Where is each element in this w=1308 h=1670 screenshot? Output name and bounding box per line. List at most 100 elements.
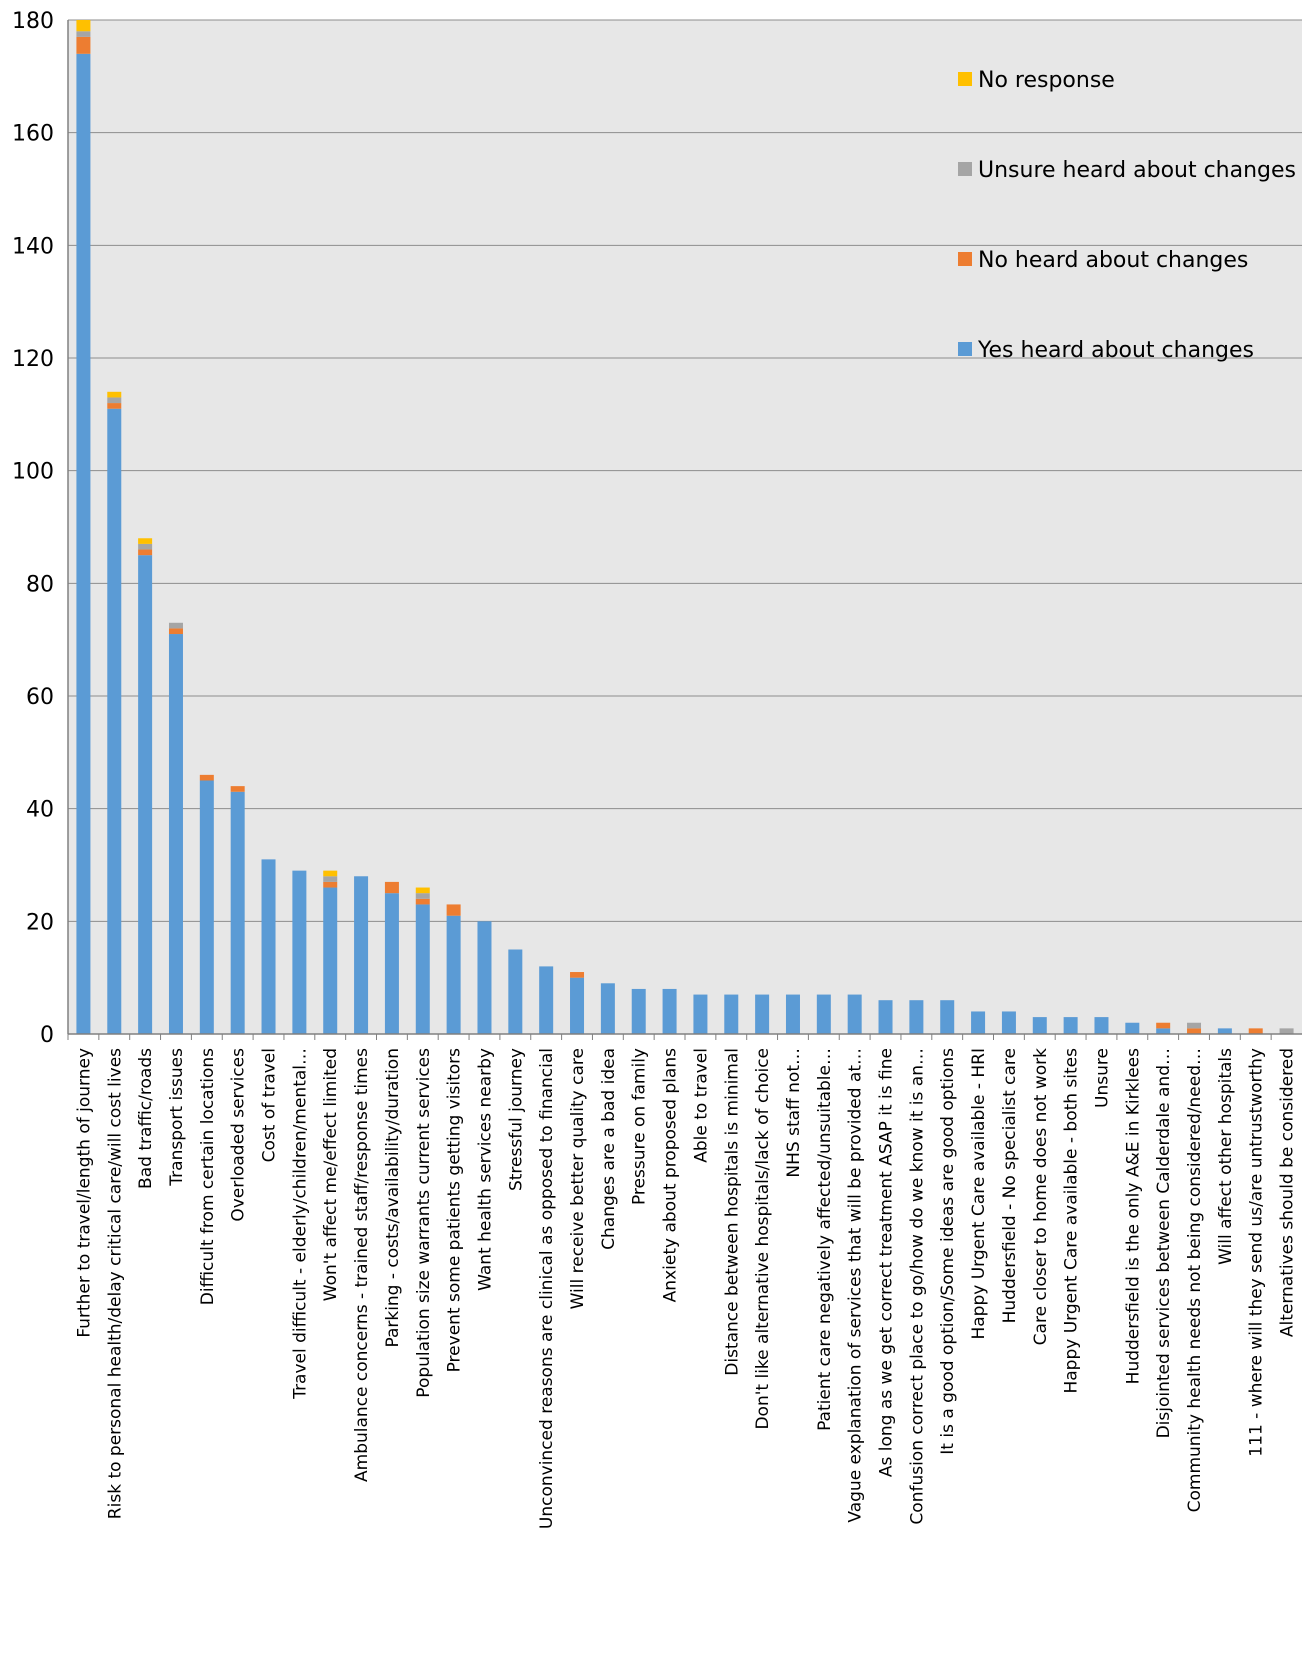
bar-segment-unsure-heard-about-changes [1279, 1028, 1294, 1034]
x-tick-label: As long as we get correct treatment ASAP… [877, 1048, 897, 1477]
bar-segment-no-heard-about-changes [1187, 1028, 1202, 1034]
x-tick-label: Parking - costs/availability/duration [383, 1048, 403, 1348]
bar-segment-yes-heard-about-changes [662, 988, 677, 1034]
bar-segment-no-heard-about-changes [446, 904, 461, 916]
bar-segment-yes-heard-about-changes [631, 988, 646, 1034]
bar-segment-yes-heard-about-changes [168, 634, 183, 1034]
legend: No response Unsure heard about changes No … [958, 68, 1296, 363]
x-tick-label: Ambulance concerns - trained staff/respo… [352, 1048, 372, 1482]
x-tick-label: Able to travel [691, 1048, 711, 1163]
axes [67, 20, 1302, 1040]
x-tick-label: Huddersfield - No specialist care [1000, 1048, 1020, 1323]
legend-swatch [958, 162, 972, 176]
bar-segment-no-heard-about-changes [76, 36, 91, 54]
y-tick-label: 180 [12, 9, 54, 34]
bar-segment-yes-heard-about-changes [785, 994, 800, 1034]
bar-segment-no-response [323, 870, 338, 877]
legend-label: Yes heard about changes [977, 338, 1254, 363]
bar-segment-unsure-heard-about-changes [138, 543, 153, 550]
x-tick-label: Won't affect me/effect limited [321, 1048, 341, 1301]
bar-segment-unsure-heard-about-changes [76, 31, 91, 37]
bar-segment-no-heard-about-changes [107, 403, 122, 409]
x-tick-label: Further to travel/length of journey [74, 1048, 94, 1338]
bar-segment-no-heard-about-changes [138, 549, 153, 556]
bar-segment-yes-heard-about-changes [1094, 1017, 1109, 1034]
bar-segment-yes-heard-about-changes [230, 791, 245, 1034]
bar-segment-no-response [107, 391, 122, 398]
bar-segment-unsure-heard-about-changes [168, 622, 183, 629]
bar-segment-no-response [138, 538, 153, 544]
bar-segment-no-response [415, 887, 430, 894]
x-tick-label: Changes are a bad idea [599, 1048, 619, 1250]
bar-segment-yes-heard-about-changes [415, 904, 430, 1034]
bar-segment-yes-heard-about-changes [1001, 1011, 1016, 1034]
bar-segment-yes-heard-about-changes [971, 1011, 986, 1034]
x-tick-label: Bad traffic/roads [136, 1048, 156, 1189]
bar-segment-yes-heard-about-changes [878, 1000, 893, 1034]
x-tick-label: Don't like alternative hospitals/lack of… [753, 1048, 773, 1430]
y-tick-label: 40 [26, 798, 54, 823]
bar-segment-unsure-heard-about-changes [1187, 1022, 1202, 1029]
bar-segment-yes-heard-about-changes [138, 555, 153, 1034]
bar-segment-no-heard-about-changes [230, 786, 245, 792]
x-tick-label: Distance between hospitals is minimal [722, 1048, 742, 1376]
x-tick-label: Pressure on family [630, 1048, 650, 1205]
bar-segment-yes-heard-about-changes [539, 966, 554, 1034]
bars [76, 20, 1294, 1035]
bar-segment-yes-heard-about-changes [384, 893, 399, 1034]
legend-swatch [958, 252, 972, 266]
bar-segment-yes-heard-about-changes [261, 859, 276, 1034]
bar-segment-yes-heard-about-changes [693, 994, 708, 1034]
x-tick-label: Disjointed services between Calderdale a… [1154, 1048, 1174, 1438]
x-tick-label: Happy Urgent Care available - both sites [1062, 1048, 1082, 1394]
x-tick-label: Unsure [1092, 1048, 1112, 1108]
x-tick-label: Risk to personal health/delay critical c… [105, 1048, 125, 1519]
x-tick-label: Huddersfield is the only A&E in Kirklees [1123, 1048, 1143, 1384]
bar-segment-yes-heard-about-changes [1156, 1028, 1171, 1034]
y-tick-label: 100 [12, 460, 54, 485]
bar-segment-yes-heard-about-changes [724, 994, 739, 1034]
bar-segment-no-heard-about-changes [323, 881, 338, 888]
x-tick-label: Stressful journey [506, 1048, 526, 1191]
bar-segment-yes-heard-about-changes [323, 887, 338, 1034]
x-tick-label: Difficult from certain locations [198, 1048, 218, 1305]
bar-segment-yes-heard-about-changes [1063, 1017, 1078, 1034]
bar-segment-yes-heard-about-changes [477, 921, 492, 1034]
y-tick-label: 60 [26, 685, 54, 710]
bar-segment-no-heard-about-changes [199, 774, 214, 781]
legend-label: No heard about changes [978, 248, 1248, 273]
y-axis-tick-labels: 0 20 40 60 80 100 120 140 160 180 [12, 9, 54, 1048]
bar-segment-no-heard-about-changes [415, 898, 430, 905]
legend-label: No response [978, 68, 1115, 93]
legend-swatch [958, 342, 972, 356]
bar-segment-no-response [76, 20, 91, 32]
bar-segment-unsure-heard-about-changes [107, 397, 122, 404]
bar-segment-yes-heard-about-changes [446, 915, 461, 1034]
x-tick-label: Will affect other hospitals [1216, 1048, 1236, 1265]
x-tick-label: Will receive better quality care [568, 1048, 588, 1309]
x-tick-label: Care closer to home does not work [1031, 1048, 1051, 1345]
bar-segment-no-heard-about-changes [168, 628, 183, 635]
x-tick-label: NHS staff not… [784, 1048, 804, 1178]
bar-segment-yes-heard-about-changes [107, 408, 122, 1034]
bar-segment-unsure-heard-about-changes [415, 893, 430, 899]
y-tick-label: 140 [12, 234, 54, 259]
x-tick-label: Prevent some patients getting visitors [445, 1048, 465, 1373]
y-tick-label: 160 [12, 122, 54, 147]
x-tick-label: It is a good option/Some ideas are good … [938, 1048, 958, 1455]
bar-segment-yes-heard-about-changes [940, 1000, 955, 1034]
bar-segment-yes-heard-about-changes [354, 876, 369, 1034]
x-tick-label: Unconvinced reasons are clinical as oppo… [537, 1048, 557, 1529]
x-tick-label: Population size warrants current service… [414, 1048, 434, 1398]
bar-segment-yes-heard-about-changes [1217, 1028, 1232, 1034]
bar-segment-yes-heard-about-changes [570, 977, 585, 1034]
y-tick-label: 80 [26, 572, 54, 597]
x-axis-tick-labels: Further to travel/length of journey Risk … [74, 1048, 1297, 1529]
bar-segment-yes-heard-about-changes [508, 949, 523, 1034]
x-tick-label: Confusion correct place to go/how do we … [907, 1048, 927, 1525]
bar-segment-yes-heard-about-changes [909, 1000, 924, 1034]
y-tick-label: 0 [40, 1023, 54, 1048]
y-tick-label: 120 [12, 347, 54, 372]
bar-segment-yes-heard-about-changes [847, 994, 862, 1034]
